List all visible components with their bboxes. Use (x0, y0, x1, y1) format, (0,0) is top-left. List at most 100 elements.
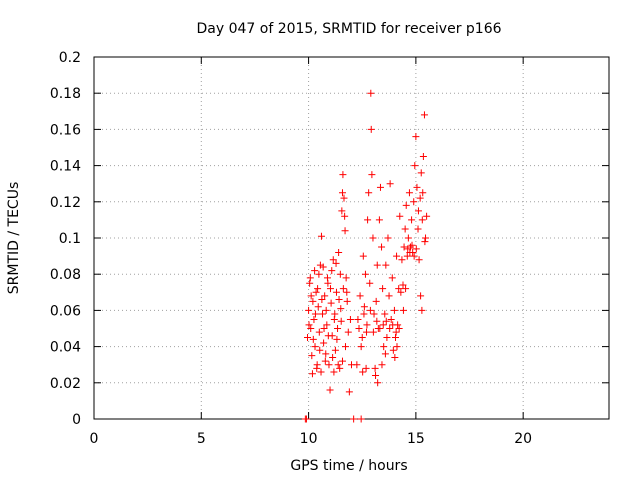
data-point (317, 232, 325, 240)
data-point (389, 346, 397, 354)
data-point (418, 216, 426, 224)
data-points (301, 89, 431, 423)
data-point (419, 153, 427, 161)
data-point (414, 225, 422, 233)
data-point (308, 352, 316, 360)
data-point (306, 274, 314, 282)
data-point (341, 227, 349, 235)
data-point (404, 245, 412, 253)
data-point (343, 288, 351, 296)
y-tick-labels: 0 0.02 0.04 0.06 0.08 0.1 0.12 0.14 0.16 0.18 0.2 (50, 50, 81, 428)
data-point (338, 357, 346, 365)
data-point (324, 332, 332, 340)
data-point (337, 305, 345, 313)
data-point (406, 248, 414, 256)
data-point (327, 299, 335, 307)
data-point (399, 306, 407, 314)
data-point (345, 388, 353, 396)
data-point (381, 310, 389, 318)
data-point (334, 361, 342, 369)
data-point (305, 306, 313, 314)
data-point (404, 234, 412, 242)
data-point (309, 335, 317, 343)
x-tick-label: 0 (90, 431, 99, 447)
data-point (329, 353, 337, 361)
data-point (340, 194, 348, 202)
data-point (417, 292, 425, 300)
data-point (361, 270, 369, 278)
data-point (332, 288, 340, 296)
data-point (311, 267, 319, 275)
data-point (330, 368, 338, 376)
data-point (321, 357, 329, 365)
data-point (343, 297, 351, 305)
data-point (380, 343, 388, 351)
data-point (307, 292, 315, 300)
data-point (309, 297, 317, 305)
y-tick-label: 0.1 (59, 231, 81, 247)
data-point (385, 292, 393, 300)
data-point (402, 285, 410, 293)
data-point (418, 306, 426, 314)
data-point (333, 335, 341, 343)
data-point (306, 279, 314, 287)
data-point (378, 243, 386, 251)
data-point (421, 238, 429, 246)
data-point (393, 343, 401, 351)
data-point (353, 361, 361, 369)
x-tick-label: 15 (407, 431, 425, 447)
data-point (414, 207, 422, 215)
data-point (322, 350, 330, 358)
data-point (383, 334, 391, 342)
data-point (366, 279, 374, 287)
data-point (319, 310, 327, 318)
data-point (372, 297, 380, 305)
data-point (419, 189, 427, 197)
data-point (384, 234, 392, 242)
data-point (319, 263, 327, 271)
data-point (339, 171, 347, 179)
y-tick-label: 0.04 (50, 340, 81, 356)
data-point (334, 325, 342, 332)
data-point (368, 171, 376, 179)
data-point (311, 343, 319, 351)
data-point (308, 370, 316, 378)
data-point (390, 306, 398, 314)
data-point (312, 288, 320, 296)
data-point (386, 325, 394, 332)
data-point (373, 261, 381, 269)
data-point (323, 274, 331, 282)
data-point (304, 334, 312, 342)
data-point (388, 274, 396, 282)
y-tick-label: 0.08 (50, 267, 81, 283)
data-point (393, 252, 401, 260)
data-point (326, 386, 334, 394)
y-tick-label: 0.16 (50, 122, 81, 138)
data-point (364, 216, 372, 224)
data-point (379, 285, 387, 293)
y-tick-label: 0.06 (50, 303, 81, 319)
axis-ticks (93, 56, 609, 420)
data-point (357, 343, 365, 351)
data-point (315, 270, 323, 278)
data-point (375, 216, 383, 224)
data-point (411, 162, 419, 170)
data-point (320, 325, 328, 332)
data-point (315, 328, 323, 336)
data-point (322, 306, 330, 314)
data-point (367, 89, 375, 97)
data-point (373, 317, 381, 325)
data-point (307, 325, 315, 332)
data-point (371, 364, 379, 372)
data-point (313, 364, 321, 372)
y-tick-label: 0.02 (50, 376, 81, 392)
data-point (366, 306, 374, 314)
data-point (331, 346, 339, 354)
data-point (325, 361, 333, 369)
data-point (412, 133, 420, 141)
data-point (338, 189, 346, 197)
data-point (412, 245, 420, 253)
data-point (392, 328, 400, 336)
data-point (346, 315, 354, 323)
x-tick-label: 10 (300, 431, 318, 447)
